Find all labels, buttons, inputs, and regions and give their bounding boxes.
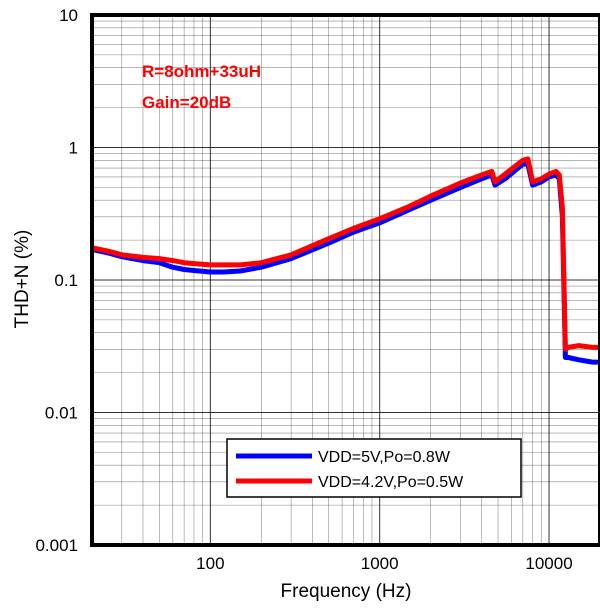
legend-label-vdd-4-2v: VDD=4.2V,Po=0.5W (318, 474, 464, 491)
annotation-load: R=8ohm+33uH (142, 62, 261, 81)
x-tick-label: 10000 (525, 554, 572, 573)
tick-labels: 100 1000 10000 0.001 0.01 0.1 1 10 (35, 6, 572, 573)
legend: VDD=5V,Po=0.8W VDD=4.2V,Po=0.5W (226, 438, 522, 498)
x-tick-label: 1000 (361, 554, 399, 573)
y-tick-label: 1 (69, 139, 78, 158)
y-tick-label: 0.1 (54, 271, 78, 290)
x-axis-title: Frequency (Hz) (281, 581, 412, 602)
series-line-vdd-5v (92, 161, 600, 365)
series-line-vdd-4-2v (92, 156, 600, 352)
plot-area-frame (90, 13, 600, 547)
annotation-gain: Gain=20dB (142, 93, 231, 112)
y-tick-label: 0.01 (45, 404, 78, 423)
y-axis-title: THD+N (%) (12, 230, 33, 329)
y-tick-label: 10 (59, 6, 78, 25)
legend-label-vdd-5v: VDD=5V,Po=0.8W (318, 449, 451, 466)
x-tick-label: 100 (196, 554, 224, 573)
legend-box (226, 438, 522, 498)
series-lines (92, 156, 600, 365)
y-tick-label: 0.001 (35, 536, 78, 555)
